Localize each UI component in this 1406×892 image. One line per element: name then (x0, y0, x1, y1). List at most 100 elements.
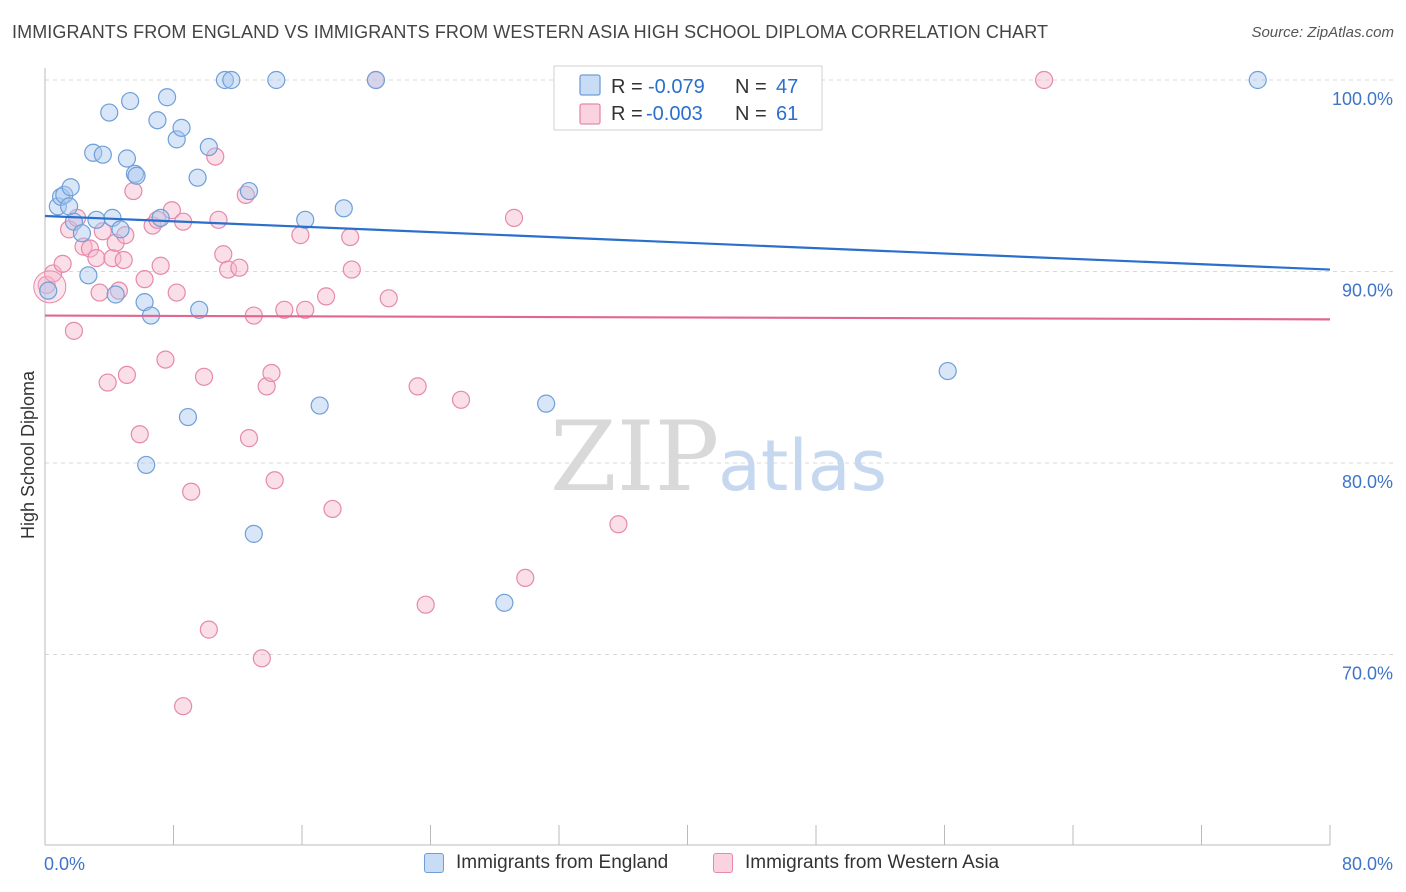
england-point (151, 208, 170, 227)
legend-label-england: Immigrants from England (456, 852, 669, 873)
wasia-point (451, 390, 471, 409)
england-point (199, 137, 218, 157)
wasia-point (87, 248, 106, 268)
wasia-point (416, 595, 435, 614)
england-point (111, 220, 130, 239)
wasia-point (53, 254, 72, 273)
england-point (178, 407, 198, 427)
england-point (39, 281, 58, 300)
england-point (296, 210, 315, 229)
legend-r-label-2: R = (611, 103, 643, 125)
wasia-point (64, 321, 84, 340)
england-point (334, 199, 353, 218)
wasia-point (182, 482, 201, 501)
wasia-point (214, 245, 233, 264)
wasia-point (93, 222, 112, 241)
england-point (87, 210, 106, 229)
wasia-trend-line (44, 314, 1331, 321)
england-point (239, 181, 259, 201)
wasia-point (257, 377, 276, 396)
wasia-point (1034, 70, 1054, 90)
england-point (117, 149, 137, 168)
wasia-point (252, 649, 271, 668)
wasia-point (291, 226, 310, 245)
series-england-points (39, 70, 1267, 612)
england-point (148, 111, 167, 130)
source-credit: Source: ZipAtlas.com (1251, 24, 1394, 41)
legend-wasia-swatch (579, 103, 601, 125)
england-point (127, 166, 146, 185)
wasia-point (230, 258, 249, 277)
england-point (188, 168, 207, 187)
wasia-point (117, 365, 137, 385)
y-tick-label: 80.0% (1342, 472, 1393, 492)
wasia-point (275, 300, 294, 319)
england-point (121, 91, 140, 111)
england-point (222, 70, 241, 90)
england-point (72, 224, 92, 243)
england-point (267, 70, 286, 90)
wasia-point (516, 568, 535, 588)
x-tick-label: 0.0% (44, 854, 85, 874)
legend-n-label-1: N = (735, 76, 767, 98)
england-point (310, 396, 329, 415)
wasia-point (80, 239, 100, 258)
x-tick-label: 80.0% (1342, 854, 1393, 874)
wasia-point (74, 237, 93, 256)
england-point (79, 266, 98, 285)
legend-r-label-1: R = (611, 76, 643, 98)
england-point (59, 197, 79, 216)
wasia-point (323, 499, 342, 519)
wasia-point (504, 208, 524, 227)
axes (44, 68, 1331, 846)
legend-bottom: Immigrants from England Immigrants from … (0, 848, 1406, 882)
wasia-point (341, 227, 360, 247)
watermark-atlas: atlas (718, 425, 887, 507)
legend-england-swatch (579, 74, 601, 96)
wasia-point (262, 363, 281, 383)
wasia-swatch (713, 853, 733, 873)
wasia-point (43, 264, 63, 283)
england-swatch (424, 853, 444, 873)
grid-lines (45, 79, 1395, 655)
wasia-point-large (33, 270, 67, 304)
wasia-point (379, 289, 398, 308)
wasia-point (194, 367, 214, 386)
wasia-point (316, 287, 336, 306)
wasia-point (114, 250, 133, 270)
england-point (172, 118, 191, 137)
legend-r-value-1: -0.079 (648, 76, 705, 98)
england-point (495, 593, 514, 612)
wasia-point (130, 425, 149, 444)
wasia-point (342, 260, 361, 279)
watermark: ZIP atlas (550, 401, 887, 513)
wasia-point (124, 181, 143, 201)
y-tick-label: 70.0% (1342, 664, 1393, 684)
trend-lines (44, 214, 1331, 321)
wasia-point (209, 210, 228, 229)
england-point (61, 178, 80, 197)
y-axis-label: High School Diploma (18, 370, 38, 539)
wasia-point (106, 233, 125, 252)
wasia-point (151, 256, 170, 275)
y-tick-label: 90.0% (1342, 281, 1393, 301)
wasia-point (103, 248, 122, 268)
england-point (167, 130, 186, 149)
england-point (137, 455, 156, 475)
wasia-point (408, 377, 427, 396)
wasia-point (90, 283, 109, 302)
wasia-point (98, 373, 117, 392)
legend-n-label-2: N = (735, 103, 767, 125)
wasia-point (116, 226, 135, 245)
legend-n-value-1: 47 (776, 76, 798, 98)
england-point (157, 88, 177, 107)
england-point (244, 524, 263, 543)
legend-item-wasia: Immigrants from Western Asia (713, 852, 999, 874)
legend-r-value-2: -0.003 (646, 103, 703, 125)
chart-title: IMMIGRANTS FROM ENGLAND VS IMMIGRANTS FR… (12, 22, 1049, 42)
wasia-point (199, 620, 218, 639)
england-point (106, 285, 125, 304)
wasia-point (296, 300, 315, 319)
y-tick-labels: 70.0% 80.0% 90.0% 100.0% (1332, 89, 1393, 684)
